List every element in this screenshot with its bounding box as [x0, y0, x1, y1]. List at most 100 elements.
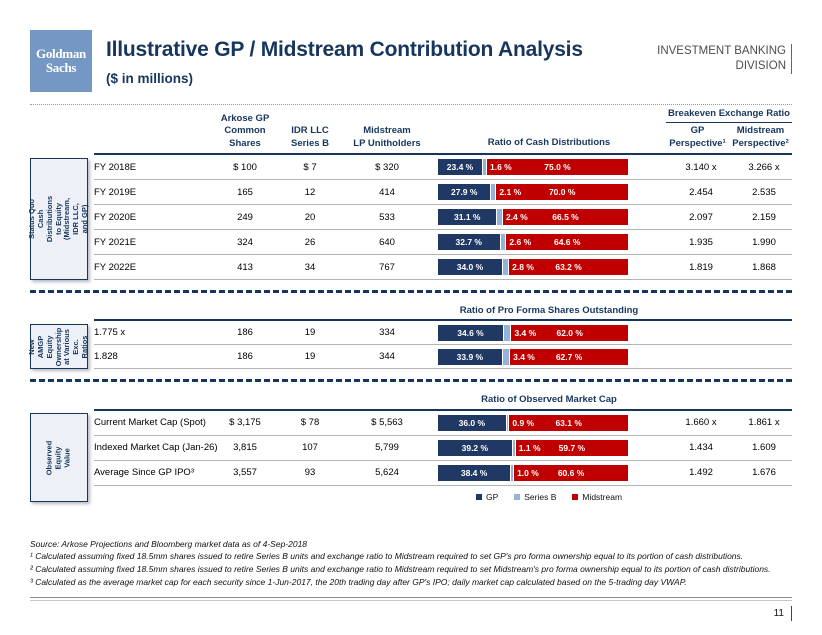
gp-segment: 32.7 %: [438, 234, 500, 251]
page-subtitle: ($ in millions): [106, 71, 194, 86]
stacked-bar: 34.0 % 2.8 % 63.2 %: [438, 259, 628, 276]
gp-percent-label: 39.2 %: [461, 442, 489, 453]
midstream-perspective-ratio: 2.159: [752, 211, 776, 223]
midstream-segment: 2.1 % 70.0 %: [496, 184, 628, 201]
series-b-segment: [511, 464, 514, 481]
stacked-bar-cell: 34.6 % 3.4 % 62.0 %: [432, 324, 666, 341]
idr-llc-series-b-value: $ 7: [303, 161, 317, 173]
gp-perspective-ratio: 1.434: [689, 442, 713, 454]
division-label: INVESTMENT BANKING DIVISION: [657, 44, 792, 74]
gp-percent-label: 33.9 %: [456, 351, 484, 362]
gp-percent-label: 34.6 %: [457, 327, 484, 338]
market-cap-label: Average Since GP IPO³: [94, 467, 194, 479]
gp-common-shares-value: 3,815: [233, 442, 257, 454]
section-divider: [30, 379, 792, 383]
gp-segment: 34.6 %: [438, 324, 504, 341]
side-label-column: Observed Equity Value: [30, 394, 94, 502]
stacked-bar-cell: 27.9 % 2.1 % 70.0 %: [432, 184, 666, 201]
stacked-bar-cell: 32.7 % 2.6 % 64.6 %: [432, 234, 666, 251]
gp-perspective-ratio: 2.097: [689, 211, 713, 223]
section-body: Ratio of Observed Market Cap Current Mar…: [94, 394, 792, 502]
side-label-text: Status Quo Cash Distributions to Equity …: [27, 195, 90, 243]
series-b-segment: [491, 184, 496, 201]
stacked-bar-cell: 33.9 % 3.4 % 62.7 %: [432, 348, 666, 365]
idr-llc-series-b-value: 93: [304, 467, 316, 479]
stacked-bar: 34.6 % 3.4 % 62.0 %: [438, 324, 628, 341]
midstream-perspective-ratio: 1.676: [752, 467, 776, 479]
gp-common-shares-value: $ 100: [233, 161, 257, 173]
legend-label: GP: [485, 491, 499, 502]
midstream-segment: 0.9 % 63.1 %: [509, 414, 628, 431]
legend-label: Series B: [524, 491, 557, 502]
top-divider: [30, 104, 792, 105]
series-b-percent-label: 1.6 %: [489, 162, 512, 173]
series-b-percent-label: 2.8 %: [512, 262, 534, 273]
stacked-bar-cell: 23.4 % 1.6 % 75.0 %: [432, 159, 666, 176]
market-cap-label: Current Market Cap (Spot): [94, 417, 206, 429]
gp-segment: 34.0 %: [438, 259, 502, 276]
idr-llc-series-b-value: $ 78: [300, 417, 320, 429]
section-body: Ratio of Pro Forma Shares Outstanding 1.…: [94, 305, 792, 370]
source-note: Source: Arkose Projections and Bloomberg…: [30, 538, 308, 549]
gp-perspective-ratio: 1.660 x: [685, 417, 717, 429]
side-label-box: Status Quo Cash Distributions to Equity …: [27, 158, 90, 281]
midstream-percent-label: 64.6 %: [553, 237, 581, 248]
gp-perspective-ratio: 1.492: [689, 467, 713, 479]
section-body: Arkose GP Common Shares IDR LLC Series B…: [94, 108, 792, 281]
midstream-lp-unitholders-value: $ 5,563: [371, 417, 403, 429]
gp-percent-label: 32.7 %: [455, 237, 482, 248]
midstream-segment: 2.8 % 63.2 %: [509, 259, 628, 276]
midstream-segment: 1.6 % 75.0 %: [486, 159, 628, 176]
gp-percent-label: 31.1 %: [454, 212, 481, 223]
legend-label: Midstream: [582, 491, 623, 502]
legend-item: Midstream: [572, 492, 622, 502]
midstream-segment: 3.4 % 62.0 %: [511, 324, 628, 341]
series-b-segment: [500, 234, 506, 251]
midstream-perspective-ratio: 1.990: [752, 236, 776, 248]
page-title: Illustrative GP / Midstream Contribution…: [106, 38, 583, 61]
stacked-bar: 27.9 % 2.1 % 70.0 %: [438, 184, 628, 201]
gp-common-shares-value: 324: [237, 236, 253, 248]
col-header-idr-llc-series-b: IDR LLC Series B: [290, 125, 330, 149]
idr-llc-series-b-value: 34: [304, 261, 316, 273]
side-label-box: Observed Equity Value: [30, 413, 88, 502]
midstream-percent-label: 70.0 %: [548, 187, 576, 198]
stacked-bar: 33.9 % 3.4 % 62.7 %: [438, 348, 628, 365]
side-spacer: [30, 394, 88, 413]
series-b-segment: [497, 209, 502, 226]
gp-perspective-ratio: 1.935: [689, 236, 713, 248]
midstream-segment: 3.4 % 62.7 %: [510, 348, 628, 365]
footnote: ² Calculated assuming fixed 18.5mm share…: [30, 564, 771, 575]
gp-percent-label: 38.4 %: [460, 467, 488, 478]
stacked-bar: 31.1 % 2.4 % 66.5 %: [438, 209, 628, 226]
idr-llc-series-b-value: 12: [304, 186, 316, 198]
series-b-percent-label: 1.1 %: [518, 442, 541, 453]
col-header-breakeven-exchange-ratio: Breakeven Exchange Ratio: [666, 108, 792, 124]
slide-header: Goldman Sachs Illustrative GP / Midstrea…: [30, 30, 792, 92]
midstream-perspective-ratio: 3.266 x: [748, 161, 780, 173]
legend-item: GP: [475, 491, 499, 502]
row-label: FY 2019E: [94, 186, 137, 198]
midstream-segment: 2.4 % 66.5 %: [502, 209, 628, 226]
table-row: Current Market Cap (Spot) $ 3,175 $ 78 $…: [94, 411, 792, 436]
legend-swatch-icon: [514, 493, 521, 500]
side-label-box: New AMGP Equity Ownership at Various Exc…: [27, 324, 89, 370]
midstream-lp-unitholders-value: 5,799: [375, 442, 399, 454]
midstream-percent-label: 66.5 %: [552, 212, 579, 223]
series-b-segment: [504, 324, 511, 341]
series-b-segment: [502, 259, 509, 276]
gp-segment: 36.0 %: [438, 414, 506, 431]
idr-llc-series-b-value: 26: [304, 236, 316, 248]
page-number-tick: [791, 605, 792, 621]
table-row: 1.828 186 19 344 33.9 % 3.4 % 62.7 %: [94, 345, 792, 370]
midstream-segment: 1.1 % 59.7 %: [515, 439, 629, 456]
col-header-ratio-of-cash-distributions: Ratio of Cash Distributions: [487, 136, 611, 148]
table-column-headers: Arkose GP Common Shares IDR LLC Series B…: [94, 108, 792, 156]
midstream-perspective-ratio: 1.861 x: [748, 417, 780, 429]
col-header-midstream-lp-unitholders: Midstream LP Unitholders: [353, 125, 421, 149]
side-label-text: Observed Equity Value: [44, 440, 72, 475]
midstream-percent-label: 62.0 %: [556, 327, 583, 338]
section-divider: [30, 290, 792, 294]
table-row: FY 2021E 324 26 640 32.7 % 2.6 % 64.6 %: [94, 230, 792, 256]
midstream-lp-unitholders-value: 344: [379, 351, 395, 363]
